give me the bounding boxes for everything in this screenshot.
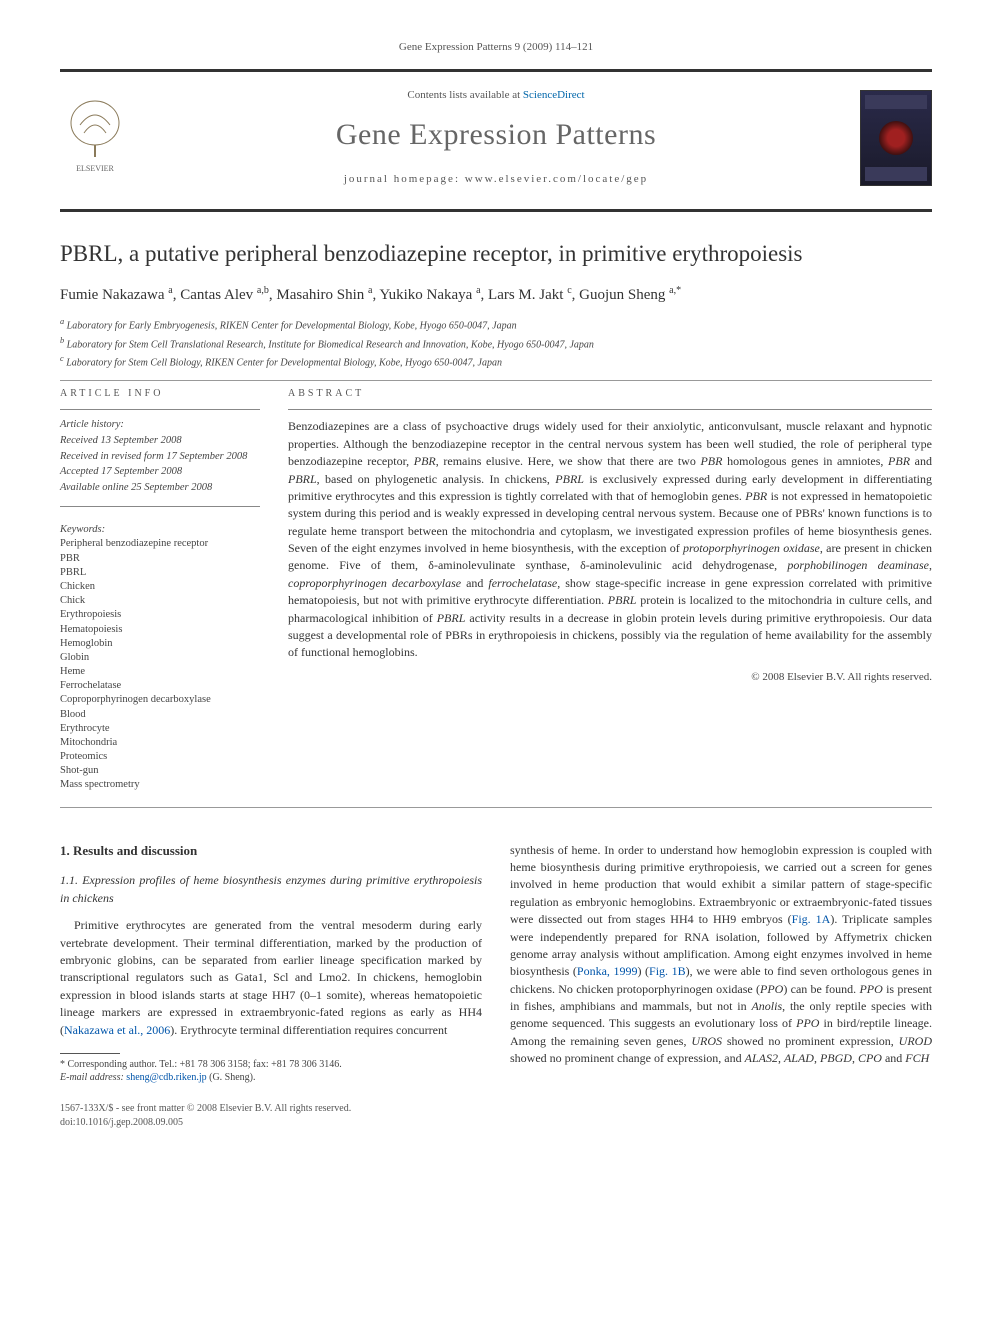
cover-thumb-slot — [842, 90, 932, 186]
journal-name: Gene Expression Patterns — [150, 114, 842, 156]
author-list: Fumie Nakazawa a, Cantas Alev a,b, Masah… — [60, 284, 932, 306]
page-footer: 1567-133X/$ - see front matter © 2008 El… — [60, 1102, 932, 1130]
corr-email[interactable]: sheng@cdb.riken.jp — [126, 1072, 206, 1083]
corr-email-name: (G. Sheng). — [209, 1072, 255, 1083]
affiliations: a Laboratory for Early Embryogenesis, RI… — [60, 316, 932, 370]
publisher-logo-slot: ELSEVIER — [60, 95, 150, 180]
keyword-item: Proteomics — [60, 750, 260, 764]
footer-left: 1567-133X/$ - see front matter © 2008 El… — [60, 1102, 351, 1130]
abstract-copyright: © 2008 Elsevier B.V. All rights reserved… — [288, 670, 932, 685]
contents-available-line: Contents lists available at ScienceDirec… — [150, 88, 842, 103]
contents-prefix: Contents lists available at — [407, 89, 522, 101]
affiliation-line: a Laboratory for Early Embryogenesis, RI… — [60, 316, 932, 333]
homepage-prefix: journal homepage: — [344, 173, 465, 185]
keyword-item: Globin — [60, 651, 260, 665]
article-history: Article history: Received 13 September 2… — [60, 418, 260, 495]
body-left-column: 1. Results and discussion 1.1. Expressio… — [60, 842, 482, 1084]
keyword-item: Erythropoiesis — [60, 608, 260, 622]
article-info-label: ARTICLE INFO — [60, 387, 260, 401]
abstract-text: Benzodiazepines are a class of psychoact… — [288, 418, 932, 661]
journal-cover-thumbnail — [860, 90, 932, 186]
section-heading-1: 1. Results and discussion — [60, 842, 482, 861]
info-abstract-row: ARTICLE INFO Article history: Received 1… — [60, 387, 932, 792]
rule-below-abstract — [60, 807, 932, 808]
doi-line: doi:10.1016/j.gep.2008.09.005 — [60, 1116, 351, 1130]
keyword-item: Mass spectrometry — [60, 778, 260, 792]
section-heading-1-1: 1.1. Expression profiles of heme biosynt… — [60, 872, 482, 907]
corr-email-line: E-mail address: sheng@cdb.riken.jp (G. S… — [60, 1071, 482, 1084]
abstract-label: ABSTRACT — [288, 387, 932, 401]
corresponding-footnote: * Corresponding author. Tel.: +81 78 306… — [60, 1058, 482, 1084]
article-title: PBRL, a putative peripheral benzodiazepi… — [60, 238, 932, 270]
keyword-item: Chicken — [60, 580, 260, 594]
masthead-center: Contents lists available at ScienceDirec… — [150, 88, 842, 187]
keywords-label: Keywords: — [60, 523, 260, 538]
footnote-rule — [60, 1053, 120, 1054]
info-rule — [60, 409, 260, 410]
keyword-item: Blood — [60, 708, 260, 722]
keyword-item: PBRL — [60, 566, 260, 580]
keyword-item: Shot-gun — [60, 764, 260, 778]
affiliation-line: b Laboratory for Stem Cell Translational… — [60, 335, 932, 352]
keyword-item: Mitochondria — [60, 736, 260, 750]
homepage-url[interactable]: www.elsevier.com/locate/gep — [465, 173, 648, 185]
email-label: E-mail address: — [60, 1072, 124, 1083]
rule-below-masthead — [60, 209, 932, 212]
keyword-item: Chick — [60, 594, 260, 608]
keywords-list: Peripheral benzodiazepine receptorPBRPBR… — [60, 537, 260, 792]
svg-text:ELSEVIER: ELSEVIER — [76, 164, 114, 173]
sciencedirect-link[interactable]: ScienceDirect — [523, 89, 585, 101]
keyword-item: Coproporphyrinogen decarboxylase — [60, 693, 260, 707]
masthead: ELSEVIER Contents lists available at Sci… — [60, 78, 932, 203]
front-matter-line: 1567-133X/$ - see front matter © 2008 El… — [60, 1102, 351, 1116]
elsevier-tree-icon: ELSEVIER — [60, 95, 130, 175]
info-rule-2 — [60, 506, 260, 507]
running-head: Gene Expression Patterns 9 (2009) 114–12… — [60, 40, 932, 55]
history-line: Received 13 September 2008 — [60, 434, 260, 449]
keyword-item: Erythrocyte — [60, 722, 260, 736]
article-info-column: ARTICLE INFO Article history: Received 1… — [60, 387, 260, 792]
page-root: Gene Expression Patterns 9 (2009) 114–12… — [0, 0, 992, 1170]
history-line: Received in revised form 17 September 20… — [60, 450, 260, 465]
affiliation-line: c Laboratory for Stem Cell Biology, RIKE… — [60, 353, 932, 370]
history-line: Available online 25 September 2008 — [60, 481, 260, 496]
keyword-item: Ferrochelatase — [60, 679, 260, 693]
rule-above-info — [60, 380, 932, 381]
corr-author-line: * Corresponding author. Tel.: +81 78 306… — [60, 1058, 482, 1071]
body-paragraph: Primitive erythrocytes are generated fro… — [60, 917, 482, 1039]
body-paragraph: synthesis of heme. In order to understan… — [510, 842, 932, 1068]
history-label: Article history: — [60, 418, 260, 433]
abstract-rule — [288, 409, 932, 410]
rule-top — [60, 69, 932, 72]
body-right-column: synthesis of heme. In order to understan… — [510, 842, 932, 1084]
journal-homepage-line: journal homepage: www.elsevier.com/locat… — [150, 172, 842, 187]
keyword-item: PBR — [60, 552, 260, 566]
keyword-item: Hemoglobin — [60, 637, 260, 651]
body-two-column: 1. Results and discussion 1.1. Expressio… — [60, 842, 932, 1084]
abstract-column: ABSTRACT Benzodiazepines are a class of … — [288, 387, 932, 792]
history-line: Accepted 17 September 2008 — [60, 465, 260, 480]
keyword-item: Heme — [60, 665, 260, 679]
keyword-item: Hematopoiesis — [60, 623, 260, 637]
keyword-item: Peripheral benzodiazepine receptor — [60, 537, 260, 551]
